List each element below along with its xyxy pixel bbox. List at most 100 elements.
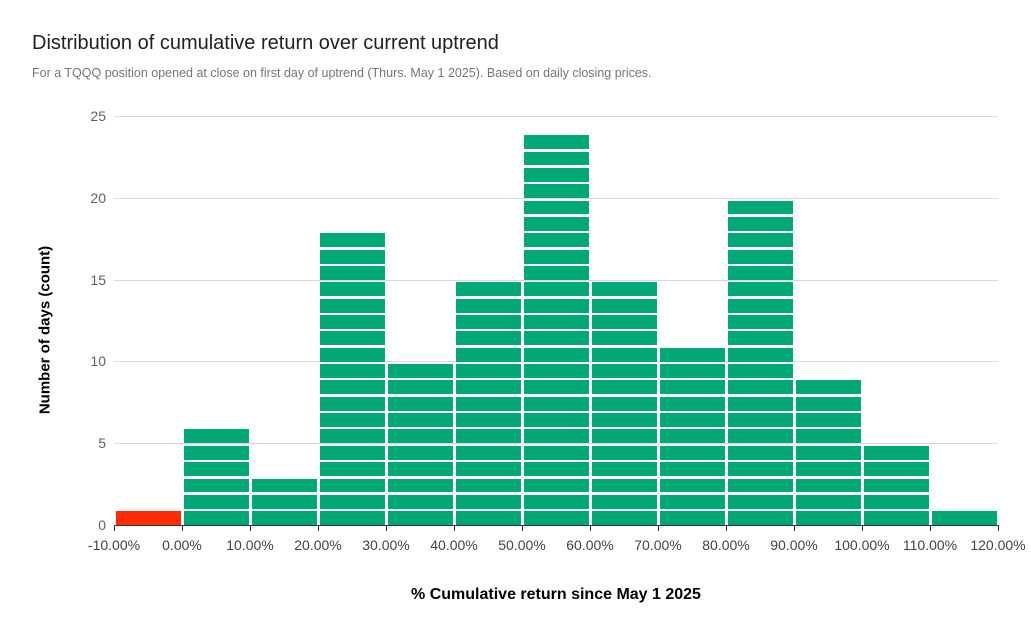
- bar-unit-block: [523, 445, 589, 460]
- bar-unit-block: [727, 380, 793, 395]
- bar-unit-block: [659, 494, 725, 509]
- x-axis-tick-label: 0.00%: [162, 537, 202, 553]
- x-axis-tick-label: 100.00%: [834, 537, 890, 553]
- x-axis-title: % Cumulative return since May 1 2025: [411, 586, 701, 603]
- bar-unit-block: [455, 298, 521, 313]
- bar-unit-block: [659, 445, 725, 460]
- histogram-bar: [863, 445, 929, 525]
- axis-tick: [386, 525, 387, 531]
- bar-unit-block: [727, 266, 793, 280]
- axis-tick: [454, 525, 455, 531]
- bar-unit-block: [591, 494, 657, 509]
- bar-unit-block: [795, 429, 861, 444]
- bar-unit-block: [387, 413, 453, 427]
- bar-unit-block: [523, 478, 589, 493]
- bar-unit-block: [659, 429, 725, 444]
- bar-unit-block: [319, 347, 385, 362]
- axis-tick: [862, 525, 863, 531]
- bar-unit-block: [251, 494, 317, 509]
- plot-area: [114, 116, 999, 531]
- histogram-bar: [251, 478, 317, 525]
- bar-unit-block: [727, 364, 793, 378]
- histogram-bar: [183, 429, 249, 525]
- bar-unit-block: [795, 478, 861, 493]
- axis-tick: [794, 525, 795, 531]
- bar-unit-block: [727, 413, 793, 427]
- bar-unit-block: [591, 445, 657, 460]
- x-axis-tick-label: 120.00%: [970, 537, 1026, 553]
- bar-unit-block: [319, 413, 385, 427]
- bar-unit-block: [523, 266, 589, 280]
- bar-unit-block: [591, 413, 657, 427]
- bar-unit-block: [319, 266, 385, 280]
- chart-title: Distribution of cumulative return over c…: [32, 32, 499, 54]
- bar-unit-block: [523, 135, 589, 150]
- bar-unit-block: [591, 429, 657, 444]
- bar-unit-block: [659, 396, 725, 411]
- bar-unit-block: [523, 380, 589, 395]
- histogram-bar: [387, 364, 453, 525]
- bar-unit-block: [455, 429, 521, 444]
- bar-unit-block: [591, 315, 657, 329]
- bar-unit-block: [727, 445, 793, 460]
- bar-unit-block: [523, 511, 589, 525]
- bar-unit-block: [523, 494, 589, 509]
- bar-unit-block: [727, 478, 793, 493]
- histogram-bar: [523, 135, 589, 525]
- bar-unit-block: [659, 380, 725, 395]
- bar-unit-block: [727, 331, 793, 346]
- histogram-bar: [591, 282, 657, 525]
- bar-unit-block: [251, 478, 317, 493]
- bar-unit-block: [727, 462, 793, 476]
- bar-unit-block: [591, 511, 657, 525]
- x-axis-tick-label: 50.00%: [498, 537, 546, 553]
- y-axis-tick-label: 0: [98, 517, 106, 533]
- bar-unit-block: [319, 282, 385, 297]
- x-axis-tick-label: 30.00%: [362, 537, 410, 553]
- x-axis-tick-label: 70.00%: [634, 537, 682, 553]
- bar-unit-block: [319, 429, 385, 444]
- x-axis-tick-label: 60.00%: [566, 537, 614, 553]
- bar-unit-block: [523, 298, 589, 313]
- x-axis-tick-label: 90.00%: [770, 537, 818, 553]
- bar-unit-block: [387, 478, 453, 493]
- bar-unit-block: [455, 380, 521, 395]
- histogram-bar: [795, 380, 861, 525]
- bar-unit-block: [863, 494, 929, 509]
- bar-unit-block: [183, 478, 249, 493]
- x-axis-tick-label: -10.00%: [87, 537, 141, 553]
- bar-unit-block: [523, 151, 589, 166]
- bar-unit-block: [795, 462, 861, 476]
- bar-unit-block: [523, 217, 589, 231]
- bar-unit-block: [455, 478, 521, 493]
- bar-unit-block: [659, 511, 725, 525]
- bar-unit-block: [387, 445, 453, 460]
- bar-unit-block: [795, 511, 861, 525]
- bar-unit-block: [591, 364, 657, 378]
- bar-unit-block: [523, 331, 589, 346]
- histogram-bar: [659, 347, 725, 525]
- bar-unit-block: [183, 462, 249, 476]
- bar-unit-block: [455, 511, 521, 525]
- bar-unit-block: [523, 364, 589, 378]
- histogram-bar: [727, 200, 793, 525]
- bar-unit-block: [591, 347, 657, 362]
- axis-tick: [318, 525, 319, 531]
- bar-unit-block: [659, 364, 725, 378]
- bar-unit-block: [727, 233, 793, 248]
- bar-unit-block: [319, 380, 385, 395]
- histogram-bar: [931, 511, 997, 525]
- bar-unit-block: [727, 298, 793, 313]
- gridline: [114, 279, 998, 281]
- bar-unit-block: [455, 445, 521, 460]
- bar-unit-block: [727, 429, 793, 444]
- bar-unit-block: [455, 494, 521, 509]
- bar-unit-block: [523, 184, 589, 199]
- bar-unit-block: [795, 445, 861, 460]
- bar-unit-block: [863, 478, 929, 493]
- bar-unit-block: [727, 217, 793, 231]
- bar-unit-block: [523, 413, 589, 427]
- bar-unit-block: [523, 167, 589, 182]
- bar-unit-block: [319, 315, 385, 329]
